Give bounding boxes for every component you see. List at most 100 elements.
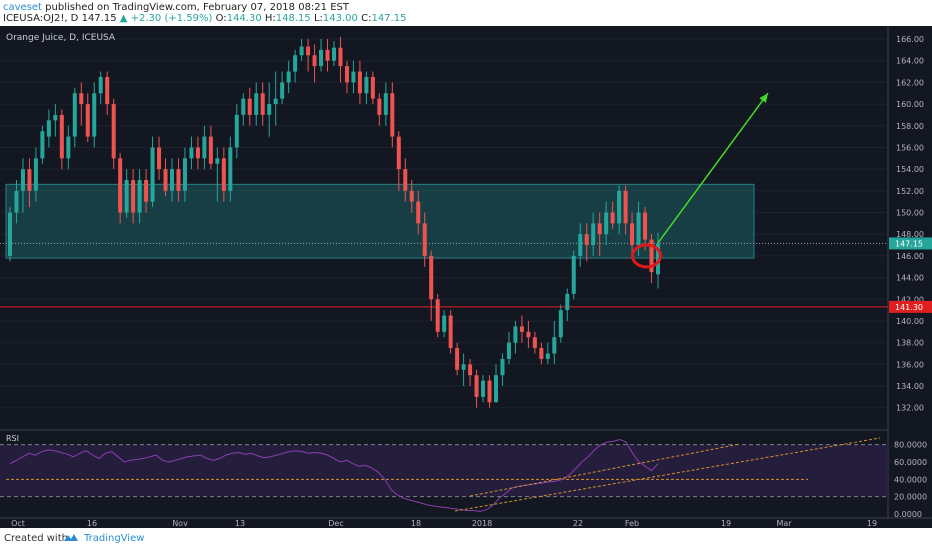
candle-body (72, 93, 77, 137)
candle-body (53, 114, 58, 121)
price-tick-label: 134.00 (896, 382, 924, 391)
candle-body (643, 212, 648, 240)
high-label: H: (264, 13, 276, 24)
candle-body (351, 71, 356, 83)
price-tick-label: 142.00 (896, 295, 924, 304)
time-tick-label: 19 (721, 519, 731, 528)
candle-body (422, 223, 427, 256)
chart-title: Orange Juice, D, ICEUSA (6, 33, 116, 43)
candle-body (202, 136, 207, 159)
candle-body (571, 255, 576, 294)
candle-body (344, 66, 349, 83)
candle-body (280, 82, 285, 99)
tradingview-brand[interactable]: TradingView (84, 533, 145, 544)
candle-body (163, 169, 168, 191)
rsi-line (9, 438, 659, 512)
candle-body (157, 147, 162, 170)
time-tick-label: 18 (411, 519, 421, 528)
candle-body (383, 93, 388, 115)
price-tick-label: 146.00 (896, 252, 924, 261)
time-tick-label: 22 (573, 519, 583, 528)
candle-body (461, 364, 466, 370)
candle-body (545, 353, 550, 359)
candle-body (98, 76, 103, 94)
time-tick-label: 13 (235, 519, 245, 528)
candle-body (319, 49, 324, 67)
publish-line: caveset published on TradingView.com, Fe… (3, 2, 349, 13)
candle-body (182, 158, 187, 191)
time-tick-label: 16 (87, 519, 97, 528)
publish-info: published on TradingView.com, February 0… (41, 2, 349, 13)
time-tick-label: Feb (625, 519, 639, 528)
candle-body (597, 223, 602, 235)
projection-arrow (657, 92, 769, 244)
candle-body (85, 104, 90, 137)
price-tick-label: 164.00 (896, 57, 924, 66)
time-tick-label: Nov (172, 519, 188, 528)
candle-body (370, 76, 375, 99)
candle-body (552, 337, 557, 354)
rsi-tick-label: 60.0000 (894, 458, 927, 467)
candle-body (506, 342, 511, 359)
candle-body (92, 93, 97, 137)
time-tick-label: Oct (11, 519, 25, 528)
close-value: 147.15 (371, 13, 407, 24)
tradingview-logo-icon (64, 534, 78, 541)
author-link[interactable]: caveset (3, 2, 42, 13)
candle-body (124, 179, 129, 213)
candle-body (111, 104, 116, 159)
open-label: O: (215, 13, 227, 24)
candle-body (144, 179, 149, 202)
candle-body (293, 55, 298, 72)
chart-canvas[interactable]: Orange Juice, D, ICEUSA 132.00 134.00 136.… (0, 26, 932, 528)
candle-body (396, 136, 401, 170)
candle-body (312, 55, 317, 67)
price-tick-label: 132.00 (896, 404, 924, 413)
rsi-band (0, 444, 888, 497)
candle-body (435, 299, 440, 332)
candle-body (234, 114, 239, 148)
candle-body (429, 255, 434, 300)
symbol-label: ICEUSA:OJ2!, D (3, 13, 79, 24)
candle-body (416, 201, 421, 224)
candle-body (578, 234, 583, 256)
candle-body (176, 169, 181, 191)
candle-body (513, 326, 518, 343)
ohlc-line: ICEUSA:OJ2!, D 147.15 ▲ +2.30 (+1.59%) O… (3, 13, 406, 24)
time-tick-label: Dec (328, 519, 343, 528)
candle-body (448, 315, 453, 349)
price-tick-label: 138.00 (896, 339, 924, 348)
price-axis: 132.00 134.00 136.00 138.00 140.00 142.00 144.… (896, 35, 924, 413)
low-value: 143.00 (322, 13, 358, 24)
candle-body (325, 49, 330, 61)
candle-body (260, 93, 265, 115)
chart-frame[interactable]: Orange Juice, D, ICEUSA 132.00 134.00 136.… (0, 26, 932, 528)
candle-body (442, 315, 447, 332)
candle-body (189, 147, 194, 159)
candle-body (519, 326, 524, 332)
candle-body (591, 223, 596, 246)
candle-body (636, 212, 641, 246)
time-tick-label: 2018 (472, 519, 492, 528)
open-value: 144.30 (226, 13, 262, 24)
candle-body (137, 179, 142, 213)
close-label: C: (361, 13, 372, 24)
candle-body (649, 239, 654, 273)
chart-header: caveset published on TradingView.com, Fe… (0, 0, 932, 26)
price-tick-label: 150.00 (896, 209, 924, 218)
candle-body (228, 147, 233, 191)
candle-body (299, 46, 304, 56)
footer: Created with TradingView (0, 528, 932, 550)
candle-body (610, 212, 615, 224)
price-tick-label: 160.00 (896, 100, 924, 109)
candle-body (208, 136, 213, 164)
candle-body (195, 147, 200, 159)
candle-body (7, 212, 13, 256)
support-price-tag-label: 141.30 (895, 303, 923, 312)
candle-body (604, 212, 609, 235)
candle-body (623, 190, 628, 224)
rsi-tick-label: 20.0000 (894, 493, 927, 502)
candle-body (364, 76, 369, 94)
candle-body (500, 358, 505, 376)
candle-body (481, 380, 486, 397)
